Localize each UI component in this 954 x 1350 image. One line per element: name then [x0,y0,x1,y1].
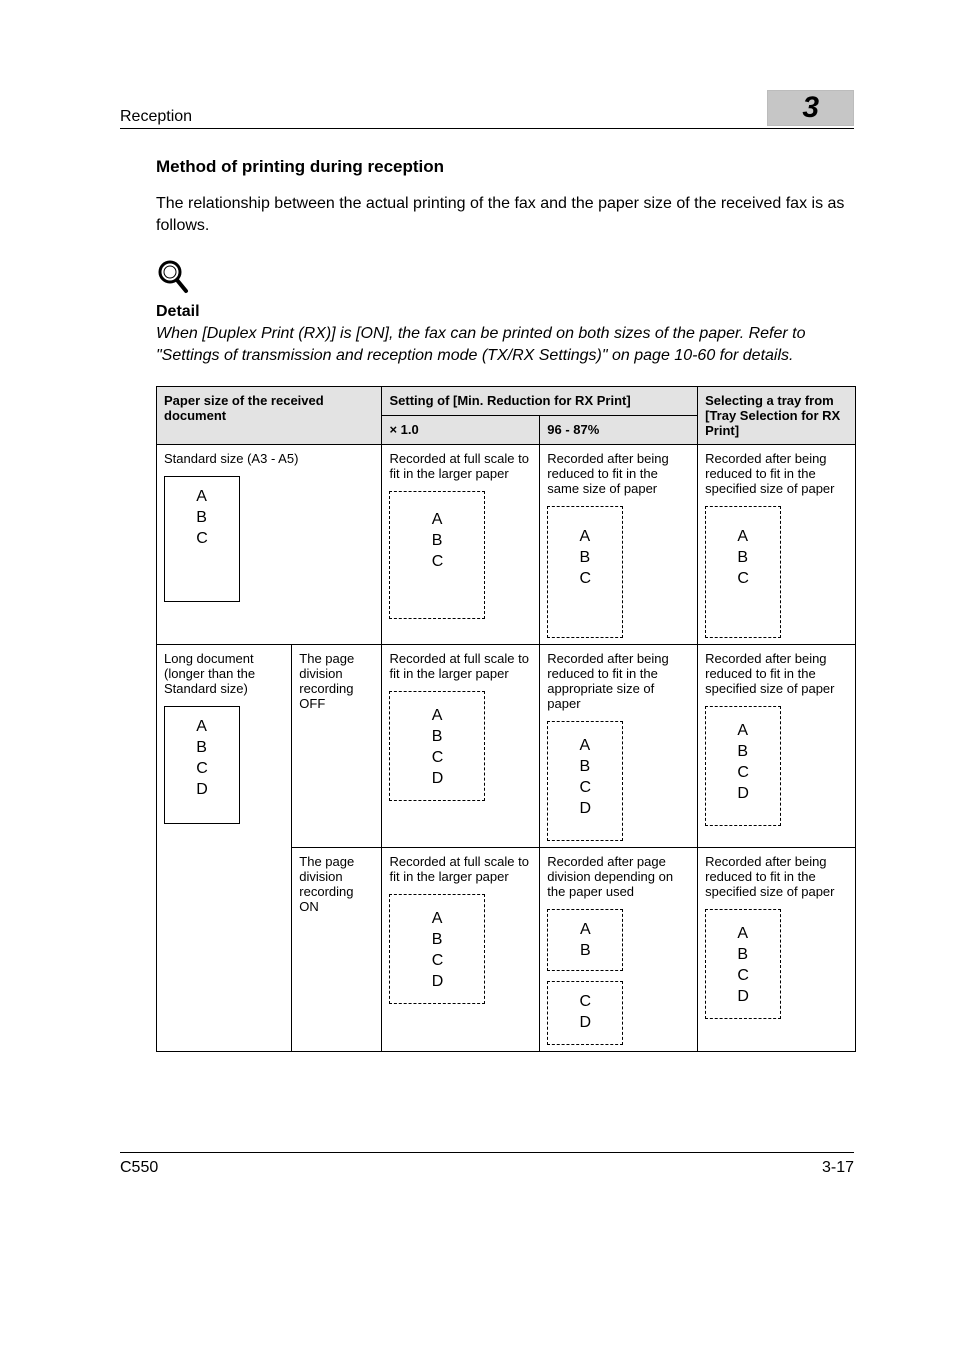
th-tray: Selecting a tray from [Tray Selection fo… [698,387,856,445]
intro-paragraph: The relationship between the actual prin… [156,193,854,236]
r2off-range-text: Recorded after being reduced to fit in t… [547,651,690,711]
r2on-x10-figure: A B C D [389,894,485,1004]
page-footer: C550 3-17 [120,1152,854,1177]
r1-range-figure: A B C [547,506,623,638]
th-range: 96 - 87% [540,416,698,445]
r2-division-on: The page division recording ON [292,848,382,1052]
section-title: Method of printing during reception [156,157,854,177]
r2-source-figure: A B C D [164,706,240,824]
magnifier-icon [156,258,854,299]
print-method-table: Paper size of the received document Sett… [156,386,856,1052]
r2off-x10-text: Recorded at full scale to fit in the lar… [389,651,532,681]
r2-division-off: The page division recording OFF [292,645,382,848]
r2on-range-text: Recorded after page division depending o… [547,854,690,899]
page-header: Reception 3 [120,90,854,129]
r2off-tray-text: Recorded after being reduced to fit in t… [705,651,848,696]
table-row: Long document (longer than the Standard … [157,645,856,848]
detail-block: Detail When [Duplex Print (RX)] is [ON],… [156,258,854,366]
footer-page: 3-17 [822,1159,854,1177]
detail-label: Detail [156,303,854,321]
r2on-range-figure-top: A B [547,909,623,971]
chapter-badge: 3 [767,90,854,126]
r1-x10-figure: A B C [389,491,485,619]
r2off-range-figure: A B C D [547,721,623,841]
running-head: Reception [120,108,192,126]
r1-source-figure: A B C [164,476,240,602]
footer-model: C550 [120,1159,158,1177]
r1-tray-figure: A B C [705,506,781,638]
th-x10: × 1.0 [382,416,540,445]
r1-range-text: Recorded after being reduced to fit in t… [547,451,690,496]
detail-body: When [Duplex Print (RX)] is [ON], the fa… [156,323,854,366]
r1-tray-text: Recorded after being reduced to fit in t… [705,451,848,496]
r2on-range-figure-bot: C D [547,981,623,1045]
r1-paper-label: Standard size (A3 - A5) [164,451,374,466]
th-setting: Setting of [Min. Reduction for RX Print] [382,387,698,416]
r2-paper-label: Long document (longer than the Standard … [164,651,284,696]
r2off-tray-figure: A B C D [705,706,781,826]
table-row: Standard size (A3 - A5) A B C Recorded a… [157,445,856,645]
r2on-tray-text: Recorded after being reduced to fit in t… [705,854,848,899]
r2off-x10-figure: A B C D [389,691,485,801]
th-paper-size: Paper size of the received document [157,387,382,445]
r2on-x10-text: Recorded at full scale to fit in the lar… [389,854,532,884]
r1-x10-text: Recorded at full scale to fit in the lar… [389,451,532,481]
r2on-tray-figure: A B C D [705,909,781,1019]
